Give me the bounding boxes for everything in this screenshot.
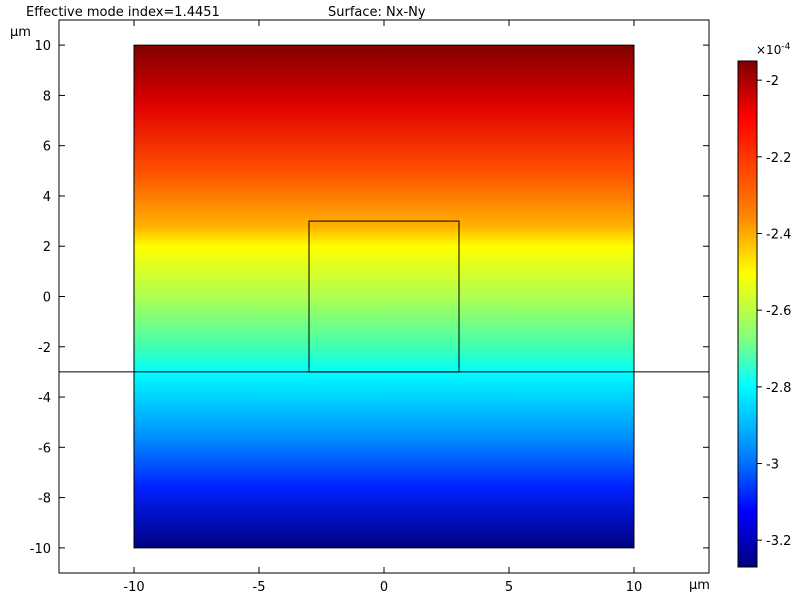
y-axis-unit: μm	[10, 25, 31, 40]
y-tick-label: -4	[38, 391, 51, 406]
y-tick-label: -6	[38, 441, 51, 456]
title-mode-index: Effective mode index=1.4451	[26, 5, 220, 20]
colorbar-tick-label: -2.6	[766, 304, 791, 319]
x-tick-label: 10	[626, 580, 643, 595]
y-tick-label: 2	[43, 240, 51, 255]
y-tick-label: 10	[34, 39, 51, 54]
y-tick-label: 6	[43, 140, 51, 155]
y-tick-label: 8	[43, 89, 51, 104]
colorbar-tick-label: -2.2	[766, 151, 791, 166]
surface-field	[134, 45, 634, 548]
y-tick-label: -10	[30, 542, 51, 557]
y-tick-label: 0	[43, 291, 51, 306]
y-tick-label: -2	[38, 341, 51, 356]
y-tick-label: 4	[43, 190, 51, 205]
x-tick-label: -5	[253, 580, 266, 595]
colorbar-tick-label: -2	[766, 74, 779, 89]
colorbar-ticks: -2 -2.2 -2.4 -2.6 -2.8 -3 -3.2	[757, 74, 791, 549]
x-tick-label: 0	[380, 580, 388, 595]
colorbar	[737, 60, 758, 568]
y-axis-ticks: 10 8 6 4 2 0 -2 -4 -6 -8 -10	[30, 39, 709, 557]
x-axis-unit: μm	[689, 578, 710, 593]
colorbar-tick-label: -2.4	[766, 228, 791, 243]
colorbar-tick-label: -2.8	[766, 381, 791, 396]
x-tick-label: 5	[505, 580, 513, 595]
colorbar-tick-label: -3.2	[766, 534, 791, 549]
x-tick-label: -10	[123, 580, 144, 595]
y-tick-label: -8	[38, 492, 51, 507]
colorbar-multiplier: ×10-4	[756, 42, 791, 57]
x-axis-ticks: -10 -5 0 5 10	[123, 20, 642, 595]
title-surface: Surface: Nx-Ny	[328, 5, 426, 20]
outer-domain-boundary	[133, 44, 635, 549]
colorbar-tick-label: -3	[766, 458, 779, 473]
